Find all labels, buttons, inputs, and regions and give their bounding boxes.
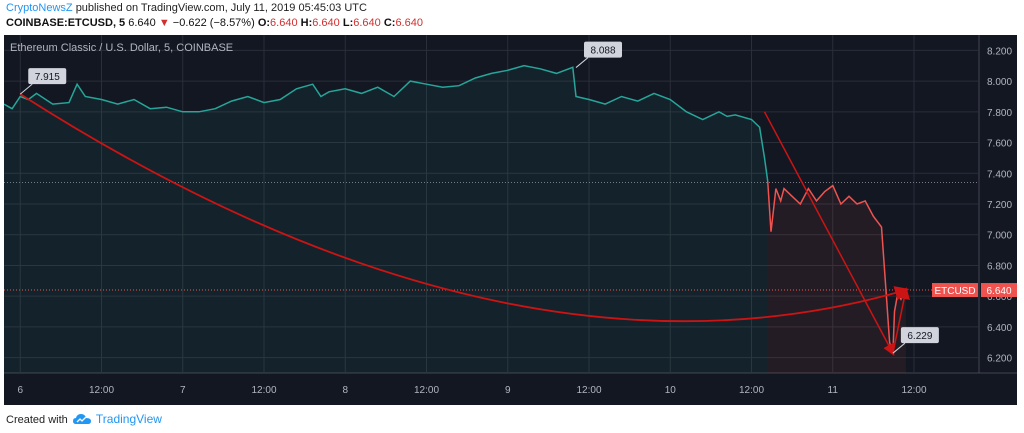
x-tick-label: 12:00 <box>739 385 764 396</box>
series-area-0 <box>4 65 768 373</box>
price-change: −0.622 (−8.57%) <box>172 17 255 29</box>
callout-pointer <box>19 83 33 95</box>
y-tick-label: 6.600 <box>987 292 1012 303</box>
chart-canvas[interactable]: 8.200 8.000 7.800 7.600 7.400 7.200 7.000 6.800… <box>4 35 1017 405</box>
tradingview-brand[interactable]: TradingView <box>95 412 162 426</box>
x-tick-label: 10 <box>665 385 677 396</box>
callout-pointer <box>575 57 589 68</box>
x-tick-label: 12:00 <box>414 385 439 396</box>
price-axis-panel <box>979 35 1017 405</box>
x-tick-label: 9 <box>505 385 511 396</box>
series-line-0 <box>4 64 769 182</box>
y-tick-label: 6.400 <box>987 323 1012 334</box>
trend-arrow-2 <box>892 287 910 354</box>
symbol-name-label: ETCUSD <box>934 286 975 297</box>
trend-curve-arrow <box>19 93 910 323</box>
callout-label: 7.915 <box>35 72 60 83</box>
x-tick-label: 12:00 <box>576 385 601 396</box>
x-tick-label: 12:00 <box>89 385 114 396</box>
y-tick-label: 7.200 <box>987 200 1012 211</box>
x-tick-label: 6 <box>17 385 23 396</box>
y-tick-label: 8.000 <box>987 77 1012 88</box>
high-value: 6.640 <box>312 17 340 29</box>
y-tick-label: 7.800 <box>987 108 1012 119</box>
y-tick-label: 6.800 <box>987 261 1012 272</box>
price-chart[interactable]: 8.200 8.000 7.800 7.600 7.400 7.200 7.000 6.800… <box>4 35 1017 405</box>
x-tick-label: 8 <box>342 385 348 396</box>
footer: Created with TradingView <box>6 412 162 426</box>
callout-label: 8.088 <box>590 46 615 57</box>
callout-box <box>28 68 67 85</box>
x-tick-label: 7 <box>180 385 186 396</box>
low-value: 6.640 <box>353 17 381 29</box>
open-label: O: <box>257 17 271 29</box>
tradingview-logo-icon <box>72 414 91 424</box>
last-price-axis-label: 6.640 <box>986 286 1011 297</box>
callout-box <box>900 327 939 344</box>
callout-label: 6.229 <box>907 331 932 342</box>
symbol-ohlc-bar: COINBASE:ETCUSD, 5 6.640 ▼ −0.622 (−8.57… <box>6 17 423 29</box>
y-tick-label: 7.600 <box>987 139 1012 150</box>
y-tick-label: 7.000 <box>987 231 1012 242</box>
series-area-1 <box>767 181 906 373</box>
callout-box <box>584 41 622 58</box>
close-value: 6.640 <box>395 17 423 29</box>
symbol-name-badge <box>932 283 978 298</box>
y-tick-label: 8.200 <box>987 46 1012 57</box>
y-tick-label: 7.400 <box>987 169 1012 180</box>
publisher-name[interactable]: CryptoNewsZ <box>6 2 73 14</box>
created-with-text: Created with <box>6 414 68 426</box>
close-label: C: <box>383 17 396 29</box>
x-tick-label: 12:00 <box>901 385 926 396</box>
high-label: H: <box>300 17 313 29</box>
low-label: L: <box>342 17 354 29</box>
x-tick-label: 11 <box>828 385 839 396</box>
publish-text: published on TradingView.com, July 11, 2… <box>75 2 367 14</box>
last-price: 6.640 <box>128 17 156 29</box>
publish-info: CryptoNewsZ published on TradingView.com… <box>6 2 367 14</box>
open-value: 6.640 <box>270 17 298 29</box>
x-tick-label: 12:00 <box>251 385 276 396</box>
y-tick-label: 6.200 <box>987 354 1012 365</box>
symbol-label: COINBASE:ETCUSD, 5 <box>6 17 126 29</box>
down-arrow-icon: ▼ <box>158 17 170 29</box>
trend-arrow-1 <box>763 111 895 356</box>
callout-pointer <box>892 342 906 354</box>
last-price-badge <box>981 283 1017 298</box>
chart-title: Ethereum Classic / U.S. Dollar, 5, COINB… <box>10 42 233 54</box>
